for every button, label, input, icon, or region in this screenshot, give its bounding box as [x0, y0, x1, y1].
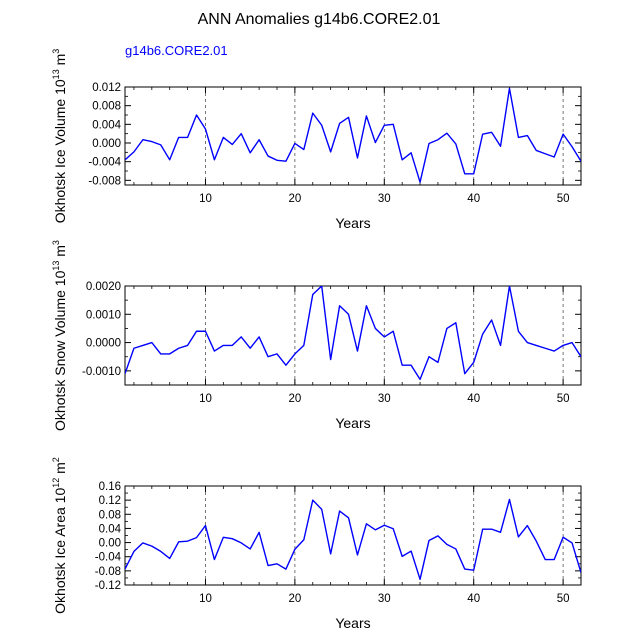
y-label-unit-base: 10 [52, 270, 68, 286]
y-tick-label: -0.004 [88, 157, 121, 169]
chart-panel-2: 10 20 30 40 50 0.0020 0.0010 0.0000 -0.0010 Years… [51, 240, 582, 431]
x-tick-label: 40 [467, 593, 480, 605]
x-tick-label: 20 [288, 193, 301, 205]
y-tick-label: 0.08 [99, 509, 121, 521]
figure-title: ANN Anomalies g14b6.CORE2.01 [198, 11, 441, 28]
y-tick-label: 0.012 [92, 82, 121, 94]
y-tick-label: 0.008 [92, 101, 121, 113]
y-tick-label: -0.12 [95, 580, 121, 592]
y-label-text: Okhotsk Ice Volume [52, 95, 68, 223]
y-tick-label: -0.008 [88, 175, 121, 187]
y-label-text: Okhotsk Snow Volume [52, 286, 68, 431]
y-label-unit: m [52, 245, 68, 257]
x-tick-label: 40 [467, 393, 480, 405]
chart-panel-1: 10 20 30 40 50 0.012 0.008 0.004 0.000 -0.004 -0.0… [51, 49, 582, 231]
y-axis-label: Okhotsk Ice Volume 1013 m3 [51, 49, 68, 224]
y-label-unit-exp: 13 [51, 69, 61, 79]
chart-panel-3: 10 20 30 40 50 0.16 0.12 0.08 0.04 0.00 -0.04 -0.08… [51, 457, 582, 631]
y-tick-label: 0.12 [99, 495, 121, 507]
x-tick-label: 20 [288, 393, 301, 405]
y-tick-label: 0.0010 [86, 309, 121, 321]
x-tick-label: 50 [557, 193, 570, 205]
y-label-unit-exp: 12 [51, 478, 61, 488]
figure-subtitle: g14b6.CORE2.01 [125, 43, 228, 58]
y-label-unit-unitexp: 2 [51, 457, 61, 462]
y-tick-label: -0.0010 [82, 366, 121, 378]
y-label-unit-unitexp: 3 [51, 49, 61, 54]
y-tick-label: 0.16 [99, 481, 121, 493]
y-tick-label: 0.0000 [86, 338, 121, 350]
x-tick-label: 30 [378, 393, 391, 405]
x-axis-label: Years [335, 215, 370, 231]
y-label-unit-exp: 13 [51, 261, 61, 271]
y-tick-label: 0.00 [99, 538, 121, 550]
series-line [125, 87, 581, 183]
y-tick-label: 0.000 [92, 138, 121, 150]
plot-frame [124, 285, 582, 386]
y-tick-label: -0.08 [95, 566, 121, 578]
series-line [125, 498, 581, 581]
x-tick-label: 30 [378, 193, 391, 205]
x-tick-label: 50 [557, 393, 570, 405]
x-tick-label: 10 [199, 393, 212, 405]
x-tick-label: 20 [288, 593, 301, 605]
series-line [125, 286, 581, 381]
x-tick-label: 30 [378, 593, 391, 605]
y-label-unit-base: 10 [52, 79, 68, 95]
x-tick-label: 10 [199, 193, 212, 205]
y-axis-label: Okhotsk Snow Volume 1013 m3 [51, 240, 68, 431]
y-tick-label: -0.04 [95, 552, 122, 564]
y-label-text: Okhotsk Ice Area [52, 503, 68, 614]
y-label-unit-unitexp: 3 [51, 240, 61, 245]
y-label-unit: m [52, 54, 68, 66]
y-axis-label: Okhotsk Ice Area 1012 m2 [51, 457, 68, 614]
x-axis-label: Years [335, 615, 370, 631]
panels-group: 10 20 30 40 50 0.012 0.008 0.004 0.000 -0.004 -0.0… [51, 49, 582, 631]
x-axis-label: Years [335, 415, 370, 431]
y-tick-label: 0.04 [99, 523, 122, 535]
x-tick-label: 40 [467, 193, 480, 205]
y-tick-label: 0.0020 [86, 281, 121, 293]
x-tick-label: 10 [199, 593, 212, 605]
y-label-unit-base: 10 [52, 488, 68, 504]
y-tick-label: 0.004 [92, 119, 121, 131]
x-tick-label: 50 [557, 593, 570, 605]
y-label-unit: m [52, 462, 68, 474]
plot-frame [124, 86, 582, 186]
